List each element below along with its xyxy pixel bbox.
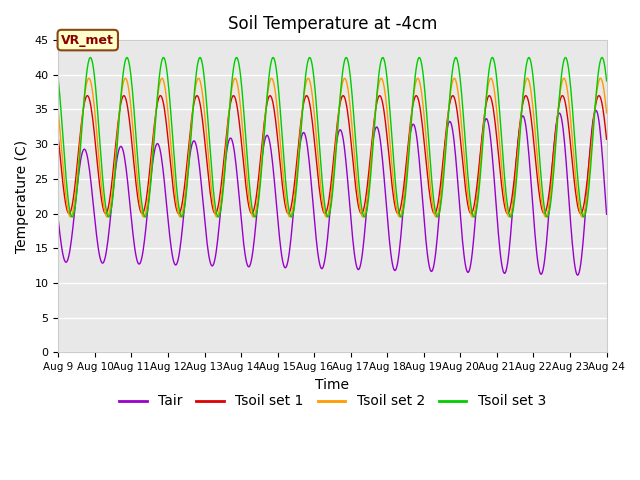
Tsoil set 1 [603,136,611,142]
Tsoil set 3 [416,55,424,60]
Tsoil set 2 [416,80,424,85]
Tsoil set 3 [68,214,76,220]
Tsoil set 1 [416,103,424,109]
Tsoil set 3 [65,198,72,204]
Tsoil set 3 [603,78,611,84]
Tair [121,156,129,162]
Tsoil set 2 [67,214,74,220]
Tsoil set 3 [400,205,408,211]
Tsoil set 3 [177,214,185,219]
Title: Soil Temperature at -4cm: Soil Temperature at -4cm [228,15,437,33]
Tair [415,155,423,161]
Tsoil set 1 [206,189,214,195]
Legend: Tair, Tsoil set 1, Tsoil set 2, Tsoil set 3: Tair, Tsoil set 1, Tsoil set 2, Tsoil se… [114,389,551,414]
Tsoil set 3 [54,78,62,84]
Tsoil set 2 [54,110,62,116]
Tsoil set 2 [603,110,611,116]
X-axis label: Time: Time [316,377,349,392]
Tsoil set 1 [122,95,129,101]
Tair [399,208,407,214]
Tair [573,272,581,278]
Line: Tsoil set 2: Tsoil set 2 [58,78,607,217]
Tsoil set 3 [206,148,214,154]
Tair [205,256,213,262]
Tair [65,255,72,261]
Tsoil set 2 [65,209,72,215]
Tsoil set 3 [122,57,129,63]
Tair [592,108,600,113]
Tsoil set 1 [177,205,185,211]
Tair [177,243,184,249]
Tsoil set 1 [65,211,73,216]
Tsoil set 2 [177,213,185,219]
Tsoil set 2 [596,75,604,81]
Tsoil set 2 [400,196,408,202]
Tsoil set 2 [122,75,129,81]
Tsoil set 1 [595,93,603,98]
Tsoil set 3 [598,55,606,60]
Tair [603,211,611,217]
Tsoil set 2 [206,174,214,180]
Text: VR_met: VR_met [61,34,114,47]
Tsoil set 1 [65,210,72,216]
Line: Tair: Tair [58,110,607,275]
Line: Tsoil set 1: Tsoil set 1 [58,96,607,214]
Y-axis label: Temperature (C): Temperature (C) [15,140,29,253]
Tsoil set 1 [400,183,408,189]
Tair [54,218,62,224]
Line: Tsoil set 3: Tsoil set 3 [58,58,607,217]
Tsoil set 1 [54,136,62,142]
